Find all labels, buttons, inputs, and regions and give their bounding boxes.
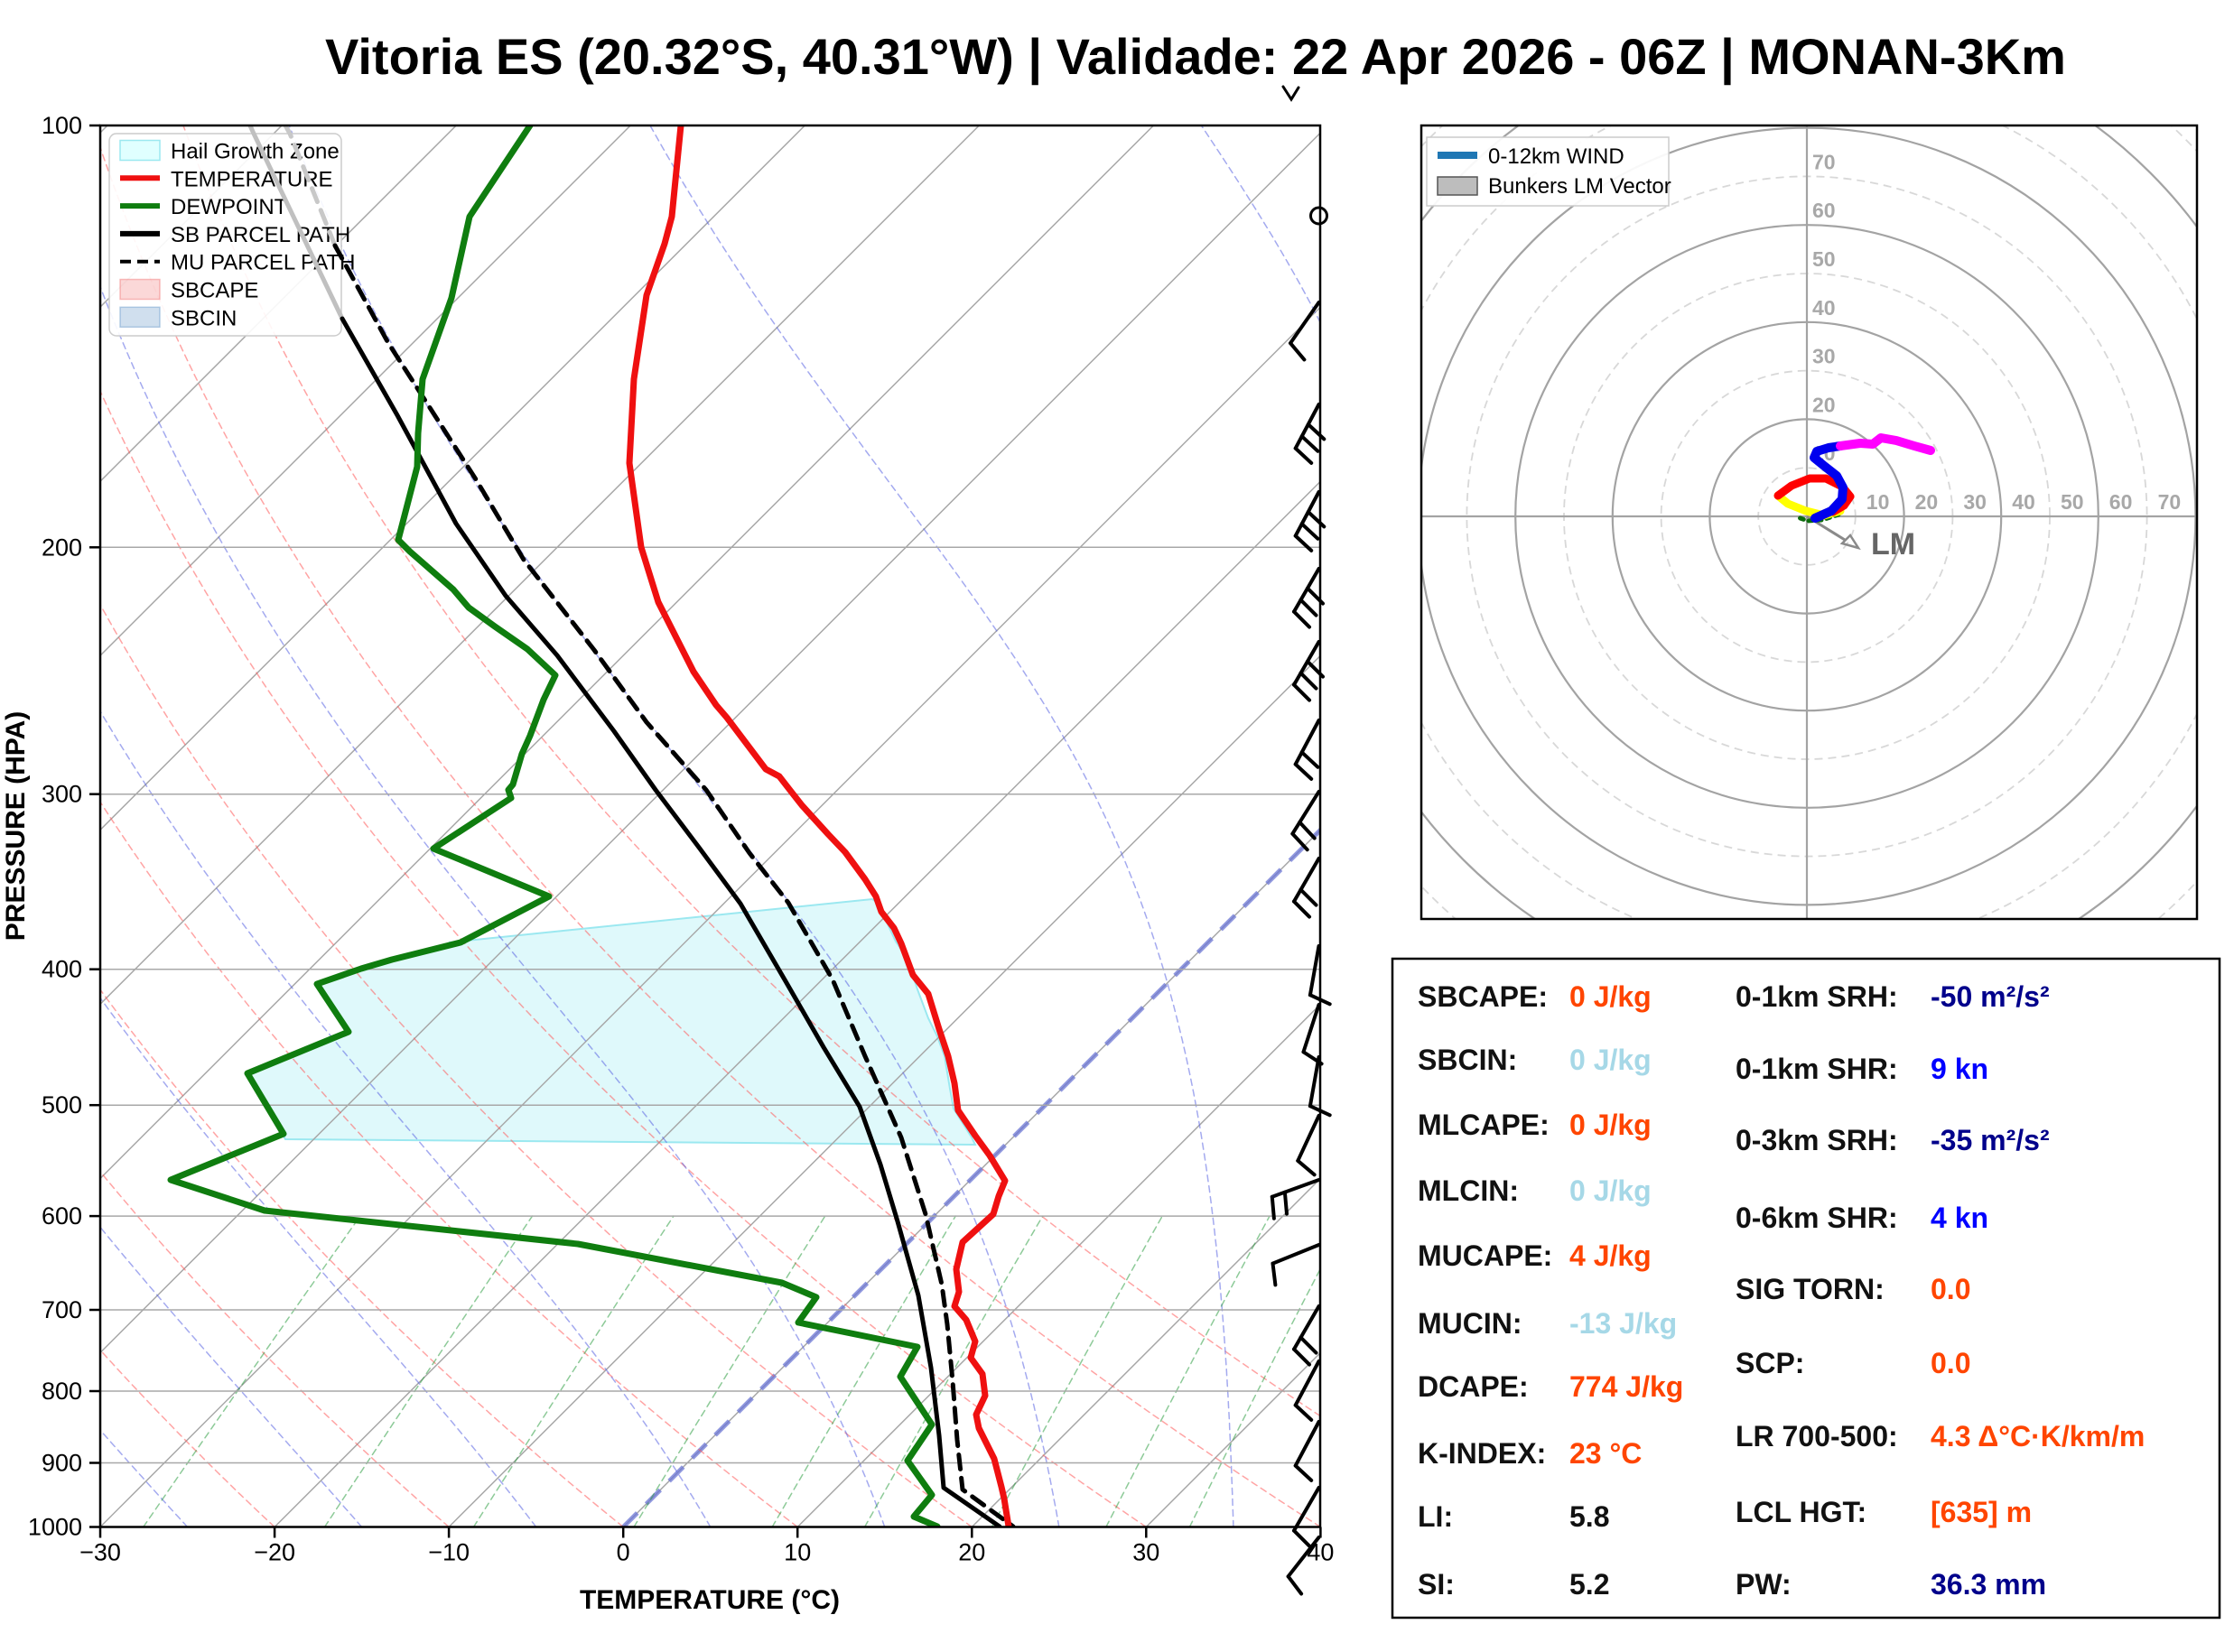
svg-text:4 kn: 4 kn bbox=[1931, 1202, 1988, 1234]
svg-text:TEMPERATURE (°C): TEMPERATURE (°C) bbox=[580, 1585, 840, 1615]
svg-text:500: 500 bbox=[42, 1091, 82, 1118]
svg-text:9 kn: 9 kn bbox=[1931, 1053, 1988, 1085]
svg-text:30: 30 bbox=[1812, 345, 1836, 368]
svg-text:[635] m: [635] m bbox=[1931, 1496, 2032, 1528]
svg-text:40: 40 bbox=[1307, 1539, 1334, 1566]
svg-text:SI:: SI: bbox=[1418, 1568, 1455, 1601]
svg-text:MLCAPE:: MLCAPE: bbox=[1418, 1109, 1550, 1141]
svg-text:MUCIN:: MUCIN: bbox=[1418, 1307, 1522, 1340]
svg-text:SBCIN: SBCIN bbox=[171, 306, 237, 330]
svg-text:−30: −30 bbox=[79, 1539, 121, 1566]
svg-text:PRESSURE (HPA): PRESSURE (HPA) bbox=[1, 711, 31, 941]
svg-text:70: 70 bbox=[1812, 150, 1836, 173]
svg-text:60: 60 bbox=[1812, 199, 1836, 222]
svg-text:40: 40 bbox=[2012, 490, 2035, 514]
svg-text:Vitoria ES (20.32°S, 40.31°W): Vitoria ES (20.32°S, 40.31°W) | Validade… bbox=[325, 28, 2066, 86]
svg-text:Bunkers LM Vector: Bunkers LM Vector bbox=[1488, 174, 1671, 199]
svg-text:−20: −20 bbox=[254, 1539, 295, 1566]
svg-text:0-1km SHR:: 0-1km SHR: bbox=[1736, 1053, 1898, 1085]
svg-text:LM: LM bbox=[1871, 527, 1915, 561]
svg-text:0.0: 0.0 bbox=[1931, 1273, 1970, 1305]
svg-text:50: 50 bbox=[2061, 490, 2084, 514]
svg-text:DEWPOINT: DEWPOINT bbox=[171, 195, 288, 219]
svg-text:K-INDEX:: K-INDEX: bbox=[1418, 1437, 1546, 1470]
svg-text:Hail Growth Zone: Hail Growth Zone bbox=[171, 140, 340, 164]
svg-text:30: 30 bbox=[1132, 1539, 1159, 1566]
svg-text:SCP:: SCP: bbox=[1736, 1347, 1804, 1379]
svg-text:30: 30 bbox=[1963, 490, 1987, 514]
svg-text:200: 200 bbox=[42, 534, 82, 561]
svg-text:700: 700 bbox=[42, 1296, 82, 1323]
svg-text:1000: 1000 bbox=[28, 1514, 82, 1541]
svg-text:600: 600 bbox=[42, 1202, 82, 1230]
svg-text:-35 m²/s²: -35 m²/s² bbox=[1931, 1124, 2050, 1156]
svg-text:5.8: 5.8 bbox=[1569, 1500, 1609, 1533]
svg-text:20: 20 bbox=[958, 1539, 985, 1566]
svg-text:LI:: LI: bbox=[1418, 1500, 1453, 1533]
svg-text:SBCAPE:: SBCAPE: bbox=[1418, 980, 1548, 1013]
svg-text:0 J/kg: 0 J/kg bbox=[1569, 1044, 1652, 1076]
svg-text:MUCAPE:: MUCAPE: bbox=[1418, 1239, 1552, 1272]
svg-text:60: 60 bbox=[2109, 490, 2133, 514]
svg-text:SBCAPE: SBCAPE bbox=[171, 279, 258, 303]
svg-text:SIG TORN:: SIG TORN: bbox=[1736, 1273, 1885, 1305]
svg-text:DCAPE:: DCAPE: bbox=[1418, 1370, 1529, 1403]
svg-text:0.0: 0.0 bbox=[1931, 1347, 1970, 1379]
svg-text:0-12km WIND: 0-12km WIND bbox=[1488, 144, 1624, 169]
svg-text:100: 100 bbox=[42, 112, 82, 139]
svg-text:0: 0 bbox=[617, 1539, 630, 1566]
svg-text:PW:: PW: bbox=[1736, 1568, 1792, 1601]
svg-text:−10: −10 bbox=[428, 1539, 470, 1566]
svg-text:774 J/kg: 774 J/kg bbox=[1569, 1370, 1683, 1403]
svg-text:MU PARCEL PATH: MU PARCEL PATH bbox=[171, 251, 355, 275]
svg-text:SB PARCEL PATH: SB PARCEL PATH bbox=[171, 223, 350, 247]
svg-text:MLCIN:: MLCIN: bbox=[1418, 1174, 1519, 1207]
svg-text:0-1km SRH:: 0-1km SRH: bbox=[1736, 980, 1898, 1013]
svg-text:36.3 mm: 36.3 mm bbox=[1931, 1568, 2046, 1601]
svg-text:0-6km SHR:: 0-6km SHR: bbox=[1736, 1202, 1898, 1234]
svg-text:900: 900 bbox=[42, 1450, 82, 1477]
svg-text:SBCIN:: SBCIN: bbox=[1418, 1044, 1517, 1076]
svg-text:-50 m²/s²: -50 m²/s² bbox=[1931, 980, 2050, 1013]
svg-text:-13 J/kg: -13 J/kg bbox=[1569, 1307, 1677, 1340]
svg-text:10: 10 bbox=[1866, 490, 1890, 514]
svg-text:0 J/kg: 0 J/kg bbox=[1569, 1109, 1652, 1141]
svg-text:10: 10 bbox=[784, 1539, 811, 1566]
svg-text:50: 50 bbox=[1812, 247, 1836, 271]
svg-text:300: 300 bbox=[42, 781, 82, 808]
svg-text:4 J/kg: 4 J/kg bbox=[1569, 1239, 1652, 1272]
svg-text:LCL HGT:: LCL HGT: bbox=[1736, 1496, 1866, 1528]
svg-text:40: 40 bbox=[1812, 296, 1836, 320]
svg-text:23 °C: 23 °C bbox=[1569, 1437, 1642, 1470]
svg-text:400: 400 bbox=[42, 956, 82, 983]
svg-text:5.2: 5.2 bbox=[1569, 1568, 1609, 1601]
svg-text:4.3 Δ°C·K/km/m: 4.3 Δ°C·K/km/m bbox=[1931, 1420, 2145, 1452]
svg-text:20: 20 bbox=[1915, 490, 1939, 514]
svg-text:0 J/kg: 0 J/kg bbox=[1569, 980, 1652, 1013]
svg-text:70: 70 bbox=[2158, 490, 2182, 514]
svg-text:0-3km SRH:: 0-3km SRH: bbox=[1736, 1124, 1898, 1156]
svg-text:800: 800 bbox=[42, 1378, 82, 1405]
svg-text:LR 700-500:: LR 700-500: bbox=[1736, 1420, 1898, 1452]
svg-text:0 J/kg: 0 J/kg bbox=[1569, 1174, 1652, 1207]
svg-text:20: 20 bbox=[1812, 393, 1836, 416]
